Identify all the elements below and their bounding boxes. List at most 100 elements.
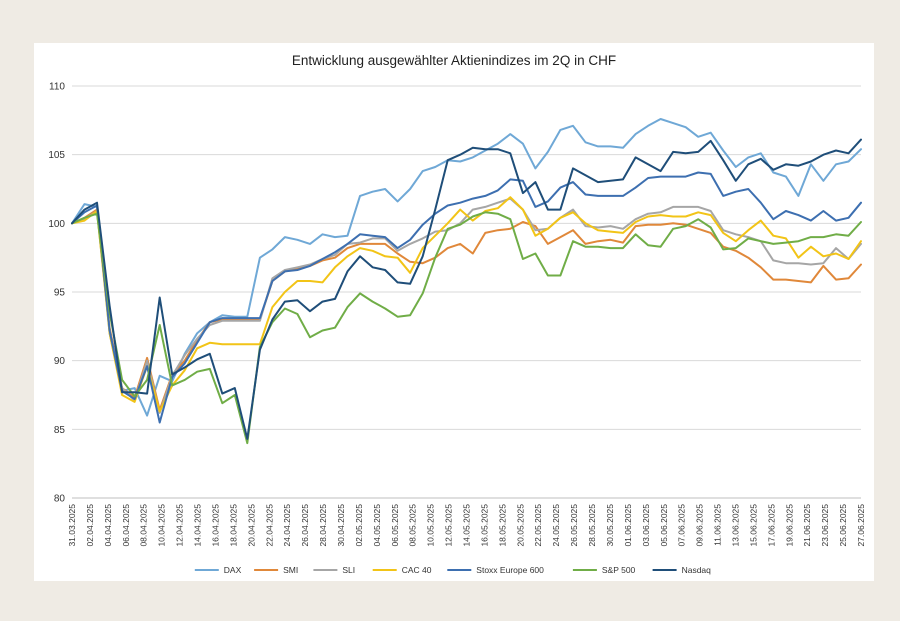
- x-tick: 23.06.2025: [820, 504, 830, 547]
- x-tick: 22.05.2025: [533, 504, 543, 547]
- x-tick-label: 12.05.2025: [444, 504, 454, 547]
- legend-item: DAX: [194, 565, 242, 575]
- x-tick-label: 27.06.2025: [856, 504, 866, 547]
- x-tick: 24.04.2025: [282, 504, 292, 547]
- y-tick-label: 105: [48, 150, 65, 161]
- series-line-nasdaq: [71, 138, 862, 440]
- x-tick-label: 28.05.2025: [587, 504, 597, 547]
- y-tick-label: 100: [48, 219, 65, 230]
- x-tick: 19.06.2025: [784, 504, 794, 547]
- x-tick-label: 18.04.2025: [228, 504, 238, 547]
- legend-label: Stoxx Europe 600: [476, 565, 544, 575]
- legend-label: SMI: [283, 565, 298, 575]
- x-tick: 22.04.2025: [264, 504, 274, 547]
- x-tick: 24.05.2025: [551, 504, 561, 547]
- x-tick: 31.03.2025: [67, 504, 77, 547]
- x-tick: 27.06.2025: [856, 504, 866, 547]
- x-tick-label: 15.06.2025: [748, 504, 758, 547]
- x-tick: 30.04.2025: [336, 504, 346, 547]
- x-tick: 18.04.2025: [228, 504, 238, 547]
- x-tick: 18.05.2025: [497, 504, 507, 547]
- y-tick-label: 95: [54, 288, 66, 299]
- x-tick-label: 05.06.2025: [659, 504, 669, 547]
- x-tick: 28.04.2025: [318, 504, 328, 547]
- x-tick-label: 02.05.2025: [354, 504, 364, 547]
- x-tick-label: 06.05.2025: [390, 504, 400, 547]
- x-tick-label: 21.06.2025: [802, 504, 812, 547]
- x-tick-label: 03.06.2025: [641, 504, 651, 547]
- legend-label: SLI: [342, 565, 355, 575]
- x-tick-label: 18.05.2025: [497, 504, 507, 547]
- x-tick: 07.06.2025: [677, 504, 687, 547]
- legend-item: Nasdaq: [652, 565, 712, 575]
- legend-item: S&P 500: [572, 565, 636, 575]
- x-tick-label: 16.05.2025: [479, 504, 489, 547]
- x-tick-label: 16.04.2025: [210, 504, 220, 547]
- x-tick-label: 22.04.2025: [264, 504, 274, 547]
- x-tick-label: 04.04.2025: [103, 504, 113, 547]
- series-line-dax: [71, 118, 862, 417]
- x-tick: 21.06.2025: [802, 504, 812, 547]
- x-tick-label: 28.04.2025: [318, 504, 328, 547]
- x-tick: 26.04.2025: [300, 504, 310, 547]
- x-tick: 10.04.2025: [157, 504, 167, 547]
- x-tick-label: 08.04.2025: [139, 504, 149, 547]
- legend-item: CAC 40: [372, 565, 432, 575]
- x-tick: 02.05.2025: [354, 504, 364, 547]
- x-tick-label: 07.06.2025: [677, 504, 687, 547]
- x-tick: 06.05.2025: [390, 504, 400, 547]
- x-tick: 11.06.2025: [713, 504, 723, 546]
- x-tick-label: 23.06.2025: [820, 504, 830, 547]
- x-tick: 25.06.2025: [838, 504, 848, 547]
- x-tick: 20.05.2025: [515, 504, 525, 547]
- x-tick-label: 22.05.2025: [533, 504, 543, 547]
- x-tick-label: 31.03.2025: [67, 504, 77, 547]
- x-tick: 14.05.2025: [462, 504, 472, 547]
- x-tick: 28.05.2025: [587, 504, 597, 547]
- x-tick: 04.04.2025: [103, 504, 113, 547]
- x-tick-label: 02.04.2025: [85, 504, 95, 547]
- x-tick: 15.06.2025: [748, 504, 758, 547]
- x-tick: 08.04.2025: [139, 504, 149, 547]
- x-tick-label: 30.05.2025: [605, 504, 615, 547]
- series-lines: [71, 118, 862, 445]
- x-tick-label: 25.06.2025: [838, 504, 848, 547]
- chart-card: Entwicklung ausgewählter Aktienindizes i…: [34, 43, 874, 581]
- legend-label: Nasdaq: [682, 565, 712, 575]
- x-tick-label: 24.05.2025: [551, 504, 561, 547]
- x-tick: 10.05.2025: [426, 504, 436, 547]
- x-tick: 30.05.2025: [605, 504, 615, 547]
- chart-canvas: Entwicklung ausgewählter Aktienindizes i…: [48, 53, 866, 575]
- series-line-stoxx-europe-600: [71, 171, 862, 424]
- x-tick-label: 14.05.2025: [462, 504, 472, 547]
- series-line-sli: [71, 197, 862, 414]
- x-tick: 12.05.2025: [444, 504, 454, 547]
- x-tick-label: 20.04.2025: [246, 504, 256, 547]
- x-tick: 12.04.2025: [175, 504, 185, 547]
- x-tick-label: 30.04.2025: [336, 504, 346, 547]
- gridlines: [72, 85, 861, 499]
- x-tick: 01.06.2025: [623, 504, 633, 547]
- legend-item: Stoxx Europe 600: [447, 565, 544, 575]
- x-tick-label: 26.05.2025: [569, 504, 579, 547]
- chart-title: Entwicklung ausgewählter Aktienindizes i…: [292, 53, 616, 68]
- x-tick: 26.05.2025: [569, 504, 579, 547]
- x-tick: 02.04.2025: [85, 504, 95, 547]
- x-tick: 06.04.2025: [121, 504, 131, 547]
- y-axis: 80 85 90 95 100 105 110: [48, 82, 65, 505]
- x-tick-label: 01.06.2025: [623, 504, 633, 547]
- x-tick-label: 24.04.2025: [282, 504, 292, 547]
- x-tick-label: 14.04.2025: [193, 504, 203, 547]
- y-tick-label: 110: [49, 82, 65, 93]
- x-tick: 17.06.2025: [766, 504, 776, 547]
- x-tick: 04.05.2025: [372, 504, 382, 547]
- x-tick: 09.06.2025: [695, 504, 705, 547]
- series-line-s-p-500: [71, 211, 862, 445]
- x-tick-label: 26.04.2025: [300, 504, 310, 547]
- legend-item: SMI: [254, 565, 298, 575]
- x-tick: 20.04.2025: [246, 504, 256, 547]
- x-tick: 16.04.2025: [210, 504, 220, 547]
- y-tick-label: 85: [54, 425, 66, 436]
- x-tick-label: 17.06.2025: [766, 504, 776, 547]
- x-tick-label: 10.04.2025: [157, 504, 167, 547]
